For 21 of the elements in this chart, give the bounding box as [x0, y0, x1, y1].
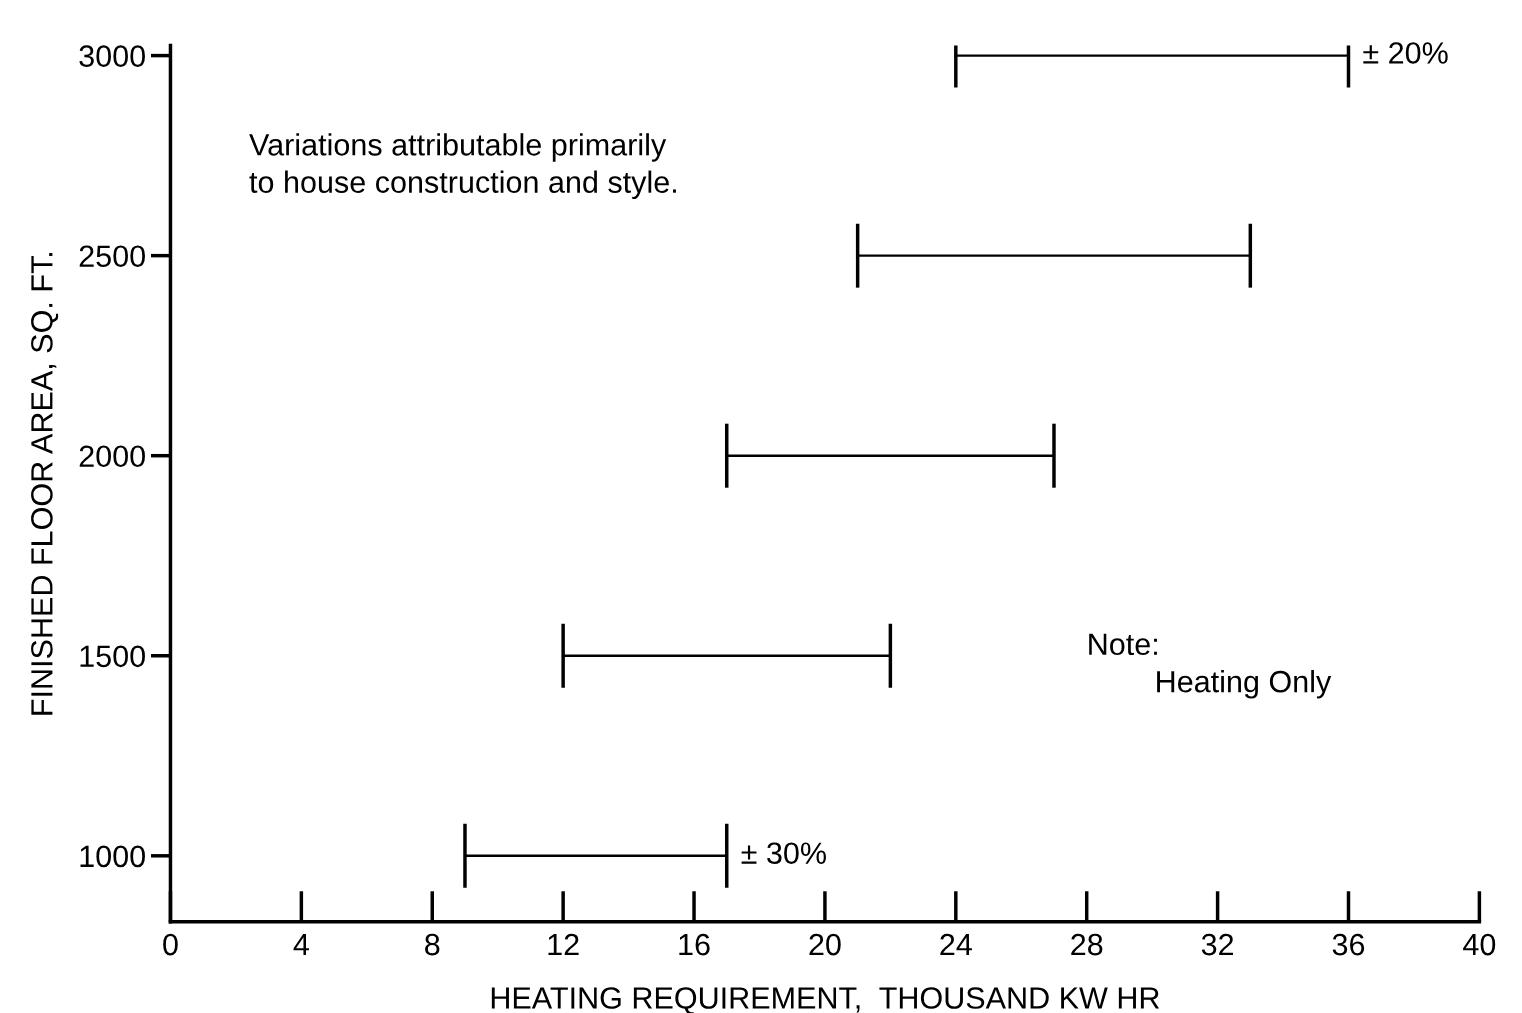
x-tick-label: 4 — [293, 934, 309, 956]
annotation: Variations attributable primarily to house construction and style. — [249, 133, 676, 200]
x-tick-label: 36 — [1332, 933, 1365, 956]
y-tick-label: 3000 — [79, 45, 145, 67]
x-tick-label: 28 — [1071, 933, 1103, 956]
annotation: ± 20% — [1363, 42, 1448, 64]
x-tick-label: 32 — [1201, 933, 1234, 956]
x-tick-label: 16 — [679, 933, 710, 956]
y-tick-label: 2000 — [79, 445, 145, 468]
x-tick-label: 12 — [548, 933, 579, 956]
y-axis-title: FINISHED FLOOR AREA, SQ. FT. — [31, 253, 59, 715]
x-tick-label: 20 — [809, 933, 841, 956]
x-tick-label: 0 — [163, 933, 178, 956]
x-tick-label: 40 — [1463, 933, 1496, 956]
annotation: ± 30% — [741, 842, 826, 865]
annotation: Note: Heating Only — [1089, 633, 1332, 699]
y-tick-label: 1000 — [80, 845, 145, 868]
x-tick-label: 8 — [425, 933, 440, 956]
y-tick-label: 1500 — [80, 645, 145, 668]
x-tick-label: 24 — [940, 933, 972, 956]
y-tick-label: 2500 — [79, 245, 145, 268]
